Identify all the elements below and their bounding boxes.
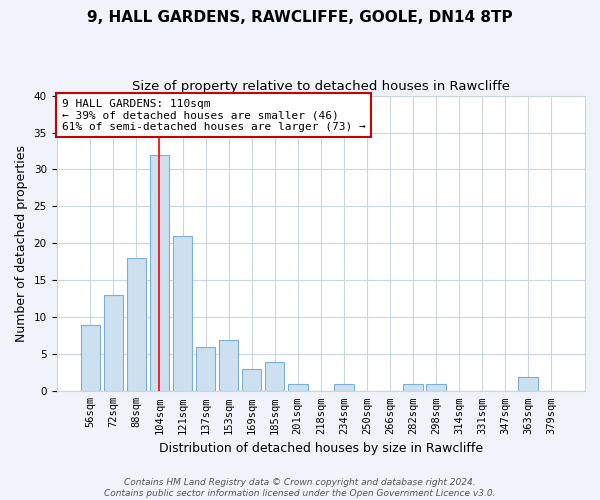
Bar (288, 384, 308, 392)
X-axis label: Distribution of detached houses by size in Rawcliffe: Distribution of detached houses by size … (159, 442, 483, 455)
Bar (219, 340, 238, 392)
Bar (518, 376, 538, 392)
Bar (149, 154, 169, 392)
Bar (426, 384, 446, 392)
Bar (265, 362, 284, 392)
Text: 9, HALL GARDENS, RAWCLIFFE, GOOLE, DN14 8TP: 9, HALL GARDENS, RAWCLIFFE, GOOLE, DN14 … (87, 10, 513, 25)
Title: Size of property relative to detached houses in Rawcliffe: Size of property relative to detached ho… (132, 80, 510, 93)
Bar (242, 369, 262, 392)
Bar (334, 384, 353, 392)
Text: 9 HALL GARDENS: 110sqm
← 39% of detached houses are smaller (46)
61% of semi-det: 9 HALL GARDENS: 110sqm ← 39% of detached… (62, 98, 365, 132)
Text: Contains HM Land Registry data © Crown copyright and database right 2024.
Contai: Contains HM Land Registry data © Crown c… (104, 478, 496, 498)
Bar (403, 384, 423, 392)
Bar (104, 295, 123, 392)
Bar (127, 258, 146, 392)
Bar (173, 236, 193, 392)
Y-axis label: Number of detached properties: Number of detached properties (15, 145, 28, 342)
Bar (196, 347, 215, 392)
Bar (80, 325, 100, 392)
